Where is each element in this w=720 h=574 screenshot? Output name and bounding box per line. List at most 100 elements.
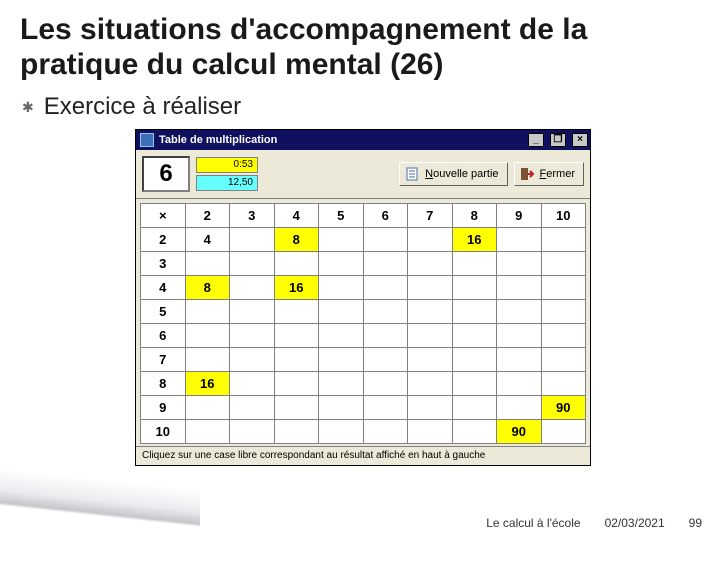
- grid-cell[interactable]: 90: [541, 395, 586, 419]
- grid-cell[interactable]: [408, 347, 453, 371]
- grid-cell[interactable]: 16: [452, 227, 497, 251]
- grid-cell[interactable]: [274, 419, 319, 443]
- grid-cell[interactable]: [408, 419, 453, 443]
- grid-cell[interactable]: [541, 323, 586, 347]
- grid-area: ×2345678910 24816348165678169901090: [136, 199, 590, 446]
- grid-cell[interactable]: [541, 227, 586, 251]
- grid-cell[interactable]: [408, 275, 453, 299]
- grid-cell[interactable]: 4: [185, 227, 230, 251]
- grid-cell[interactable]: [319, 347, 364, 371]
- grid-cell[interactable]: 8: [185, 275, 230, 299]
- row-header: 2: [141, 227, 186, 251]
- close-button[interactable]: ×: [572, 133, 588, 147]
- grid-cell[interactable]: [452, 251, 497, 275]
- grid-cell[interactable]: [363, 371, 408, 395]
- grid-cell[interactable]: [497, 227, 542, 251]
- grid-cell[interactable]: [185, 323, 230, 347]
- grid-cell[interactable]: [319, 299, 364, 323]
- grid-cell[interactable]: [541, 299, 586, 323]
- grid-cell[interactable]: [230, 299, 275, 323]
- minimize-button[interactable]: _: [528, 133, 544, 147]
- exit-icon: [519, 166, 535, 182]
- grid-cell[interactable]: [363, 323, 408, 347]
- grid-cell[interactable]: [319, 251, 364, 275]
- grid-cell[interactable]: [274, 347, 319, 371]
- grid-cell[interactable]: [319, 275, 364, 299]
- grid-cell[interactable]: [541, 251, 586, 275]
- grid-cell[interactable]: [230, 275, 275, 299]
- notepad-icon: [404, 166, 420, 182]
- grid-cell[interactable]: [408, 227, 453, 251]
- grid-cell[interactable]: [185, 299, 230, 323]
- row-header: 3: [141, 251, 186, 275]
- hint-text: Cliquez sur une case libre correspondant…: [136, 446, 590, 465]
- grid-cell[interactable]: [319, 227, 364, 251]
- grid-cell[interactable]: [541, 275, 586, 299]
- grid-cell[interactable]: [452, 323, 497, 347]
- status-col: 0:53 12,50: [196, 157, 258, 191]
- grid-cell[interactable]: [230, 227, 275, 251]
- grid-cell[interactable]: [363, 251, 408, 275]
- grid-cell[interactable]: [497, 347, 542, 371]
- grid-cell[interactable]: [230, 323, 275, 347]
- grid-cell[interactable]: [274, 371, 319, 395]
- toolbar: 6 0:53 12,50 Nouvelle partie: [136, 150, 590, 199]
- grid-cell[interactable]: [452, 275, 497, 299]
- grid-cell[interactable]: [274, 299, 319, 323]
- grid-cell[interactable]: [541, 419, 586, 443]
- grid-cell[interactable]: [319, 371, 364, 395]
- grid-cell[interactable]: [363, 299, 408, 323]
- grid-cell[interactable]: [319, 395, 364, 419]
- grid-cell[interactable]: [452, 347, 497, 371]
- grid-cell[interactable]: [230, 419, 275, 443]
- slide-footer: Le calcul à l'école 02/03/2021 99: [0, 516, 720, 530]
- new-game-button[interactable]: Nouvelle partie: [399, 162, 507, 186]
- grid-cell[interactable]: [497, 395, 542, 419]
- grid-cell[interactable]: [363, 227, 408, 251]
- target-number: 6: [142, 156, 190, 192]
- grid-cell[interactable]: [452, 419, 497, 443]
- grid-cell[interactable]: [363, 347, 408, 371]
- grid-cell[interactable]: [408, 395, 453, 419]
- grid-cell[interactable]: 90: [497, 419, 542, 443]
- grid-cell[interactable]: [230, 395, 275, 419]
- grid-cell[interactable]: [408, 251, 453, 275]
- grid-cell[interactable]: [230, 347, 275, 371]
- grid-cell[interactable]: [497, 323, 542, 347]
- grid-cell[interactable]: [185, 419, 230, 443]
- grid-cell[interactable]: [541, 371, 586, 395]
- grid-cell[interactable]: [497, 275, 542, 299]
- grid-cell[interactable]: 8: [274, 227, 319, 251]
- grid-cell[interactable]: [274, 251, 319, 275]
- grid-cell[interactable]: [452, 299, 497, 323]
- grid-cell[interactable]: [497, 299, 542, 323]
- grid-cell[interactable]: [497, 371, 542, 395]
- grid-cell[interactable]: [408, 371, 453, 395]
- grid-cell[interactable]: [274, 395, 319, 419]
- grid-cell[interactable]: 16: [274, 275, 319, 299]
- grid-cell[interactable]: [452, 371, 497, 395]
- grid-cell[interactable]: [541, 347, 586, 371]
- grid-cell[interactable]: [363, 395, 408, 419]
- grid-cell[interactable]: [408, 299, 453, 323]
- grid-cell[interactable]: [363, 419, 408, 443]
- row-header: 8: [141, 371, 186, 395]
- grid-cell[interactable]: [185, 395, 230, 419]
- grid-cell[interactable]: [363, 275, 408, 299]
- fermer-button[interactable]: Fermer: [514, 162, 584, 186]
- grid-cell[interactable]: [497, 251, 542, 275]
- grid-cell[interactable]: [185, 347, 230, 371]
- grid-cell[interactable]: [230, 371, 275, 395]
- row-header: 6: [141, 323, 186, 347]
- grid-cell[interactable]: [230, 251, 275, 275]
- grid-cell[interactable]: [319, 419, 364, 443]
- titlebar[interactable]: Table de multiplication _ ❐ ×: [136, 130, 590, 150]
- grid-cell[interactable]: [408, 323, 453, 347]
- grid-cell[interactable]: [185, 251, 230, 275]
- grid-cell[interactable]: [319, 323, 364, 347]
- restore-button[interactable]: ❐: [550, 133, 566, 147]
- grid-cell[interactable]: [452, 395, 497, 419]
- grid-cell[interactable]: 16: [185, 371, 230, 395]
- grid-cell[interactable]: [274, 323, 319, 347]
- col-header: 6: [363, 203, 408, 227]
